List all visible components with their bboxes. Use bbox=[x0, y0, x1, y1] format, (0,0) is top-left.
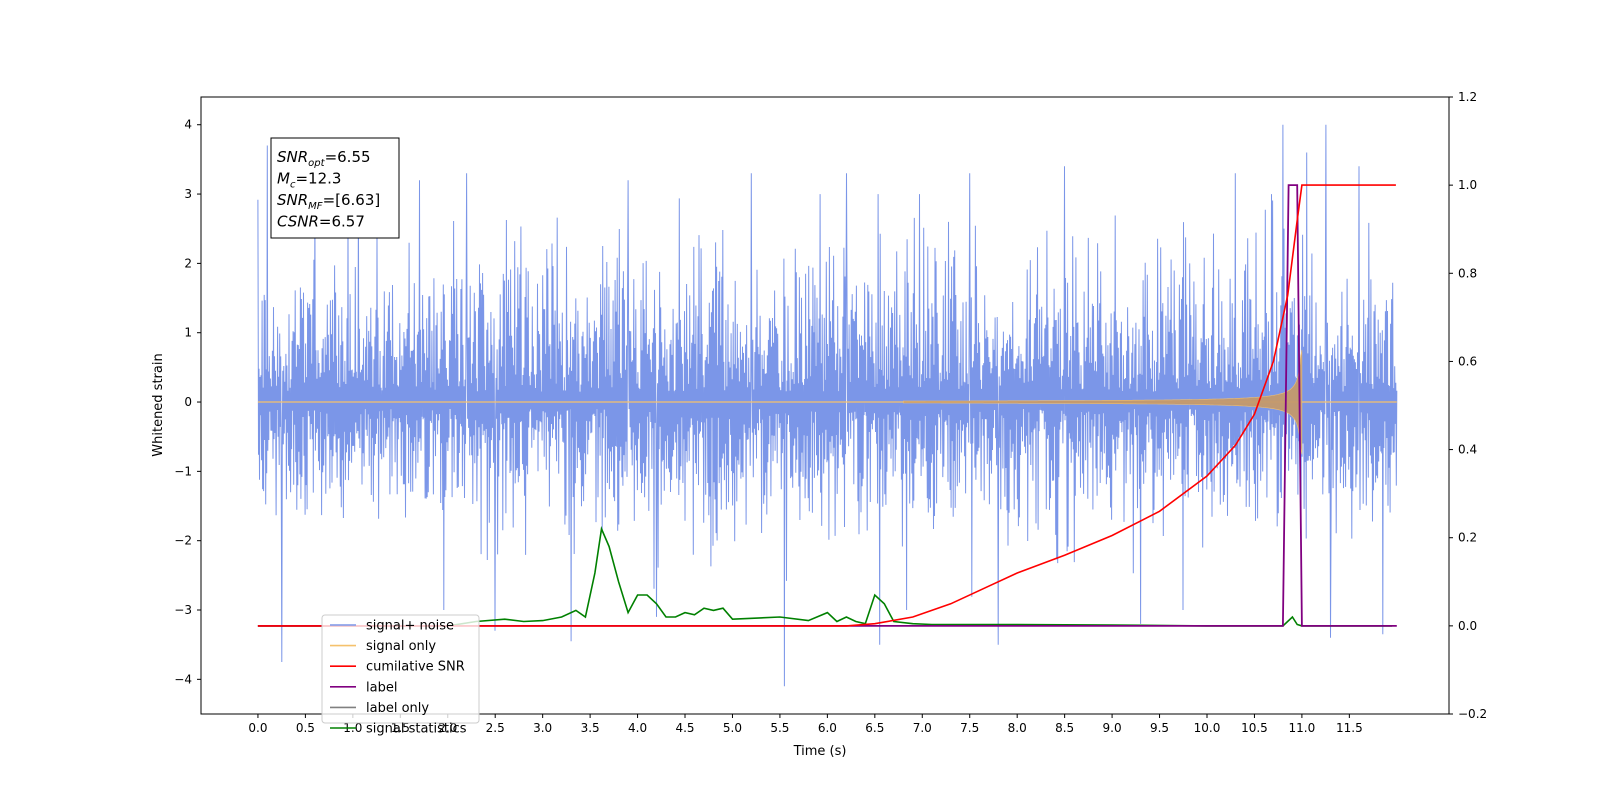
x-tick-label: 2.5 bbox=[486, 721, 505, 735]
x-tick-label: 9.0 bbox=[1103, 721, 1122, 735]
x-tick-label: 9.5 bbox=[1150, 721, 1169, 735]
annotation-frame bbox=[270, 137, 400, 239]
legend-label: cumilative SNR bbox=[366, 660, 465, 675]
label-line bbox=[257, 184, 1397, 627]
plot-area bbox=[257, 124, 1398, 687]
plot-frame bbox=[200, 96, 1450, 715]
y-tick-label: 4 bbox=[184, 118, 192, 132]
y-tick-label: −1 bbox=[174, 464, 192, 478]
x-tick-label: 7.0 bbox=[913, 721, 932, 735]
y-axis-label: Whitened strain bbox=[151, 353, 166, 456]
legend-label: signal only bbox=[366, 639, 436, 654]
y-tick-label: 2 bbox=[184, 256, 192, 270]
x-tick-label: 5.0 bbox=[723, 721, 742, 735]
x-tick-label: 10.5 bbox=[1241, 721, 1268, 735]
y2-tick-label: 0.6 bbox=[1458, 354, 1477, 368]
chirp-envelope bbox=[903, 349, 1303, 455]
x-tick-label: 3.0 bbox=[533, 721, 552, 735]
x-tick-label: 11.0 bbox=[1289, 721, 1316, 735]
legend: signal+ noise signal only cumilative SNR la… bbox=[321, 614, 480, 737]
noise-series bbox=[257, 124, 1398, 687]
x-tick-label: 4.5 bbox=[675, 721, 694, 735]
x-tick-label: 1.5 bbox=[391, 721, 410, 735]
signal-series bbox=[257, 349, 1397, 455]
legend-label: signal+ noise bbox=[366, 619, 454, 634]
annotation-line: CSNR=6.57 bbox=[277, 213, 365, 231]
annotation-line: SNRopt=6.55 bbox=[277, 148, 371, 169]
y2-tick-label: 1.2 bbox=[1458, 90, 1477, 104]
x-tick-label: 2.0 bbox=[438, 721, 457, 735]
cumulative-snr-line bbox=[257, 184, 1396, 627]
x-tick-label: 11.5 bbox=[1336, 721, 1363, 735]
y2-tick-label: 0.8 bbox=[1458, 266, 1477, 280]
x-tick-label: 0.0 bbox=[248, 721, 267, 735]
x-axis: 0.0 0.5 1.0 1.5 2.0 2.5 3.0 3.5 4.0 4.5 5.0 5.5 6.0 6… bbox=[248, 714, 1363, 735]
y-axis-right: −0.2 0.0 0.2 0.4 0.6 0.8 1.0 1.2 bbox=[1449, 90, 1487, 721]
x-tick-label: 7.5 bbox=[960, 721, 979, 735]
x-tick-label: 8.0 bbox=[1008, 721, 1027, 735]
annotation-line: SNRMF=[6.63] bbox=[277, 191, 380, 212]
x-axis-label: Time (s) bbox=[793, 744, 847, 759]
y-tick-label: 0 bbox=[184, 395, 192, 409]
y-axis-left: −4 −3 −2 −1 0 1 2 3 4 bbox=[174, 118, 201, 686]
y2-tick-label: 0.4 bbox=[1458, 443, 1477, 457]
y-tick-label: −3 bbox=[174, 603, 192, 617]
x-tick-label: 10.0 bbox=[1194, 721, 1221, 735]
x-tick-label: 8.5 bbox=[1055, 721, 1074, 735]
y-tick-label: 3 bbox=[184, 187, 192, 201]
y2-tick-label: 1.0 bbox=[1458, 178, 1477, 192]
legend-label: label only bbox=[366, 701, 429, 716]
signal-statistics-line bbox=[257, 526, 1393, 627]
label-series bbox=[257, 184, 1397, 627]
legend-label: signal statistics bbox=[366, 722, 467, 737]
x-tick-label: 3.5 bbox=[581, 721, 600, 735]
x-tick-label: 6.5 bbox=[865, 721, 884, 735]
noise-line bbox=[257, 124, 1398, 687]
y2-tick-label: 0.2 bbox=[1458, 531, 1477, 545]
y-tick-label: 1 bbox=[184, 326, 192, 340]
annotation-line: Mc=12.3 bbox=[277, 170, 341, 191]
cumulative-snr-series bbox=[257, 184, 1396, 627]
y2-tick-label: 0.0 bbox=[1458, 619, 1477, 633]
y-tick-label: −2 bbox=[174, 534, 192, 548]
signal-statistics-series bbox=[257, 526, 1393, 627]
x-tick-label: 0.5 bbox=[296, 721, 315, 735]
y-tick-label: −4 bbox=[174, 672, 192, 686]
x-tick-label: 4.0 bbox=[628, 721, 647, 735]
y2-tick-label: −0.2 bbox=[1458, 707, 1487, 721]
legend-frame bbox=[321, 614, 480, 724]
legend-label: label bbox=[366, 680, 397, 695]
x-tick-label: 6.0 bbox=[818, 721, 837, 735]
x-tick-label: 5.5 bbox=[770, 721, 789, 735]
